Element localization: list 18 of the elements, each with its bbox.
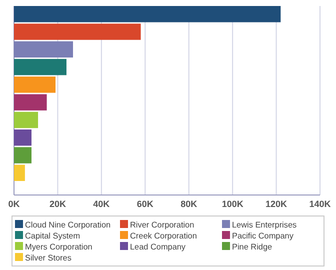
x-tick-label: 140K [309, 199, 332, 209]
legend-label: Pacific Company [232, 232, 294, 240]
legend-label: Lewis Enterprises [232, 220, 297, 230]
x-tick-label: 40K [93, 199, 110, 209]
x-tick-label: 120K [266, 199, 288, 209]
legend-label: Creek Corporation [130, 232, 198, 240]
x-tick-label: 0K [8, 199, 20, 209]
x-tick-label: 20K [49, 199, 66, 209]
legend-label: Myers Corporation [25, 242, 93, 252]
legend-label: Cloud Nine Corporation [25, 220, 112, 230]
legend-label: Capital System [25, 232, 80, 240]
x-tick-label: 60K [136, 199, 154, 209]
legend-label: River Corporation [130, 220, 195, 230]
x-tick-label: 100K [222, 199, 244, 209]
legend-label: Lead Company [130, 242, 186, 252]
legend-label: Silver Stores [25, 254, 72, 262]
x-tick-label: 80K [180, 199, 198, 209]
legend-label: Pine Ridge [232, 242, 272, 252]
